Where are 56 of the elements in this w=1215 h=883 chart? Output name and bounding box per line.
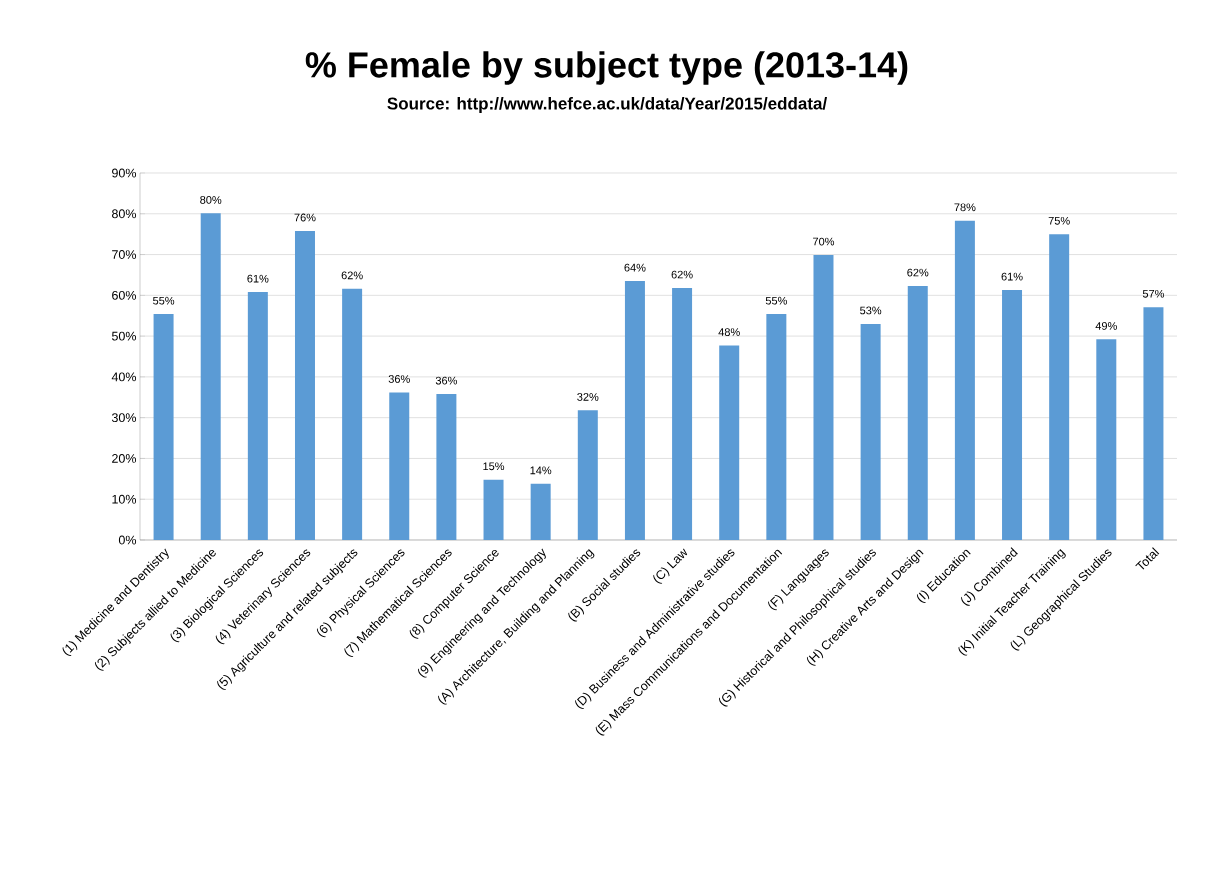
y-tick-label: 90% (112, 168, 137, 178)
data-label: 70% (813, 237, 835, 246)
bar (1096, 339, 1117, 540)
data-label: 55% (765, 296, 787, 305)
y-tick-label: 10% (112, 494, 137, 504)
y-tick-label: 30% (111, 413, 137, 423)
bar (813, 254, 834, 540)
data-label: 36% (435, 376, 457, 385)
y-tick-label: 80% (112, 209, 137, 219)
bar (530, 483, 551, 540)
data-label: 48% (718, 328, 740, 336)
bar (719, 345, 740, 540)
data-label: 61% (247, 274, 269, 283)
data-label: 15% (483, 462, 505, 471)
bar (860, 323, 881, 540)
data-label: 62% (341, 271, 363, 280)
y-tick-label: 60% (112, 290, 137, 300)
bar (342, 288, 363, 540)
data-label: 57% (1142, 289, 1165, 298)
chart-subtitle: Source: http://www.hefce.ac.uk/data/Year/2015/eddata/ (387, 97, 827, 113)
y-tick-label: 20% (112, 454, 137, 463)
data-label: 55% (153, 296, 175, 305)
bar (247, 292, 268, 540)
bar (389, 392, 410, 540)
y-tick-label: 0% (118, 535, 137, 545)
data-label: 53% (860, 306, 882, 315)
data-label: 14% (530, 466, 552, 475)
bar (294, 230, 315, 540)
data-label: 62% (671, 270, 693, 279)
data-label: 61% (1001, 272, 1023, 281)
data-label: 80% (200, 196, 222, 204)
bar (1143, 307, 1164, 540)
y-tick-label: 70% (112, 250, 137, 259)
bar (483, 479, 504, 540)
data-label: 64% (624, 263, 646, 272)
bar (200, 213, 221, 540)
bar (577, 410, 598, 540)
bar (624, 281, 645, 540)
y-tick-label: 50% (111, 331, 137, 341)
data-label: 75% (1048, 216, 1070, 225)
y-tick-label: 40% (111, 372, 137, 382)
data-label: 32% (577, 393, 599, 401)
bar (672, 287, 693, 540)
data-label: 78% (954, 203, 976, 212)
chart-title: % Female by subject type (2013-14) (305, 51, 908, 85)
bar (1002, 290, 1023, 540)
data-label: 62% (907, 268, 929, 277)
data-label: 76% (294, 213, 316, 222)
bar (907, 285, 928, 540)
data-label: 49% (1095, 322, 1117, 330)
data-label: 36% (388, 375, 410, 383)
bar (954, 220, 975, 540)
bar (436, 394, 457, 540)
bar (766, 314, 787, 540)
bar (153, 314, 174, 540)
bar (1049, 234, 1070, 540)
